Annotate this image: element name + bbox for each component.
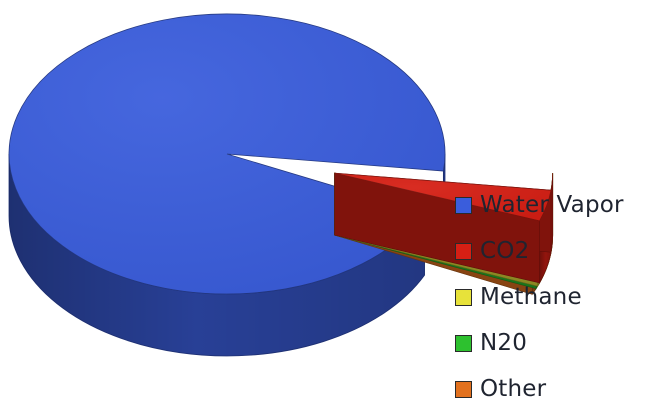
chart-legend: Water Vapor CO2 Methane N20 Other (455, 187, 624, 417)
legend-item-methane: Methane (455, 279, 624, 315)
legend-item-co2: CO2 (455, 233, 624, 269)
pie-chart (8, 13, 554, 357)
legend-swatch-water-vapor (455, 196, 472, 214)
legend-label-n20: N20 (480, 330, 528, 356)
legend-item-other: Other (455, 371, 624, 407)
legend-label-co2: CO2 (480, 238, 530, 264)
legend-swatch-co2 (455, 242, 472, 260)
pie-slice-top-shine-water-vapor (8, 14, 445, 295)
pie-slice-wall-shade-water-vapor (9, 154, 425, 356)
legend-swatch-methane (455, 288, 472, 306)
legend-swatch-other (455, 380, 472, 398)
legend-item-water-vapor: Water Vapor (455, 187, 624, 223)
legend-label-other: Other (480, 376, 547, 402)
pie-slices (8, 13, 554, 357)
legend-label-water-vapor: Water Vapor (480, 192, 624, 218)
pie-slice-top-shine-co2 (334, 173, 552, 221)
legend-swatch-n20 (455, 334, 472, 352)
pie-slice-co2 (334, 172, 554, 285)
legend-item-n20: N20 (455, 325, 624, 361)
legend-label-methane: Methane (480, 284, 582, 310)
chart-stage: Water Vapor CO2 Methane N20 Other (8, 13, 623, 402)
